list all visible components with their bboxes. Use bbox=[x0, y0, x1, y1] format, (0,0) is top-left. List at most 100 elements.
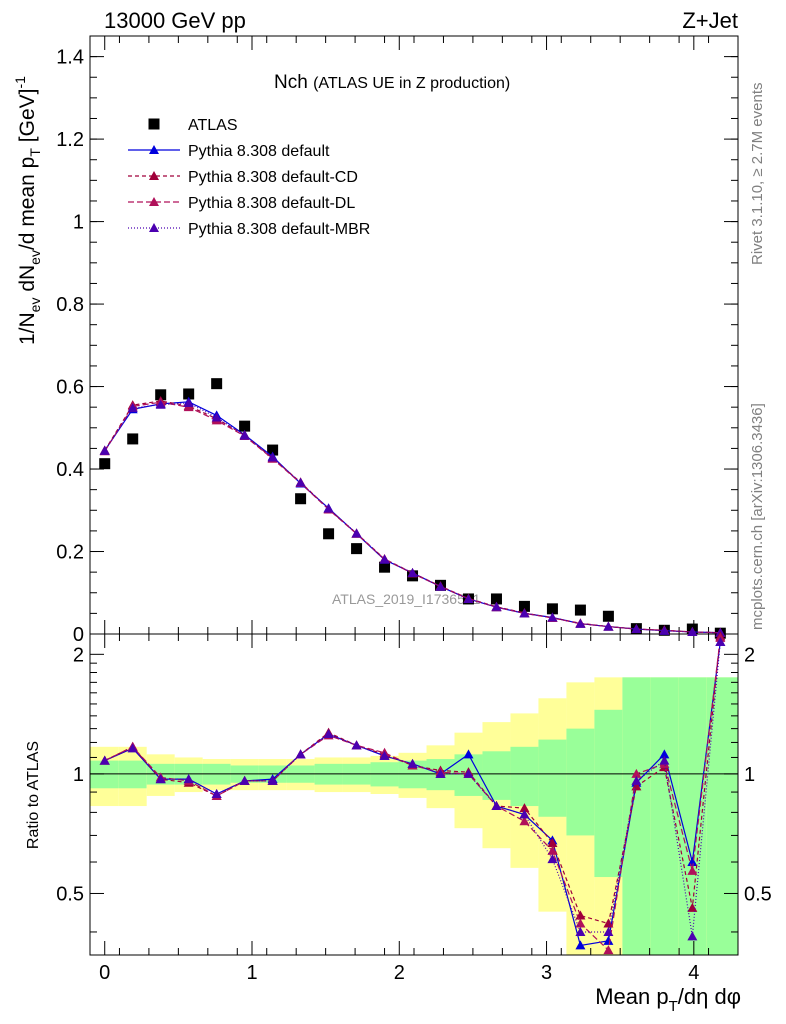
ratio-y-tick-label: 0.5 bbox=[56, 883, 84, 905]
y-tick-label: 1.4 bbox=[56, 47, 84, 69]
series-point bbox=[659, 625, 670, 635]
legend-item: ATLAS bbox=[148, 117, 238, 134]
legend-label: Pythia 8.308 default-CD bbox=[188, 169, 358, 186]
uncertainty-band-inner bbox=[538, 739, 567, 817]
legend-item: Pythia 8.308 default-CD bbox=[128, 169, 358, 186]
atlas-data-point bbox=[155, 389, 167, 401]
ratio-point bbox=[631, 768, 642, 778]
ratio-point bbox=[211, 788, 222, 798]
ratio-y-axis-label: Ratio to ATLAS bbox=[25, 741, 42, 849]
ratio-series-layer bbox=[99, 631, 726, 955]
ratio-point bbox=[267, 775, 278, 785]
rivet-label: Rivet 3.1.10, ≥ 2.7M events bbox=[749, 83, 766, 266]
atlas-data-point bbox=[379, 561, 391, 573]
uncertainty-band-inner bbox=[566, 728, 595, 836]
series-point bbox=[687, 626, 698, 636]
ratio-y-tick-label: 2 bbox=[73, 644, 84, 666]
atlas-data-point bbox=[518, 600, 530, 612]
plot-title: Nch (ATLAS UE in Z production) bbox=[274, 72, 510, 93]
ratio-point bbox=[239, 775, 250, 785]
atlas-data-point bbox=[295, 493, 307, 505]
ratio-point bbox=[659, 755, 670, 765]
y-tick-label: 0 bbox=[73, 624, 84, 646]
series-point bbox=[631, 624, 642, 634]
beam-label: 13000 GeV pp bbox=[104, 8, 246, 33]
ratio-point bbox=[575, 940, 586, 950]
ratio-point bbox=[379, 750, 390, 760]
ratio-point bbox=[547, 854, 558, 864]
analysis-watermark: ATLAS_2019_I1736531 bbox=[332, 591, 481, 607]
legend-marker bbox=[149, 171, 159, 180]
mcplots-label: mcplots.cern.ch [arXiv:1306.3436] bbox=[749, 403, 766, 630]
series-point bbox=[435, 581, 446, 591]
legend-marker bbox=[149, 223, 159, 232]
main-axis-ticks: 0 0.2 0.4 0.6 0.8 1 1.2 1.4 bbox=[56, 36, 739, 646]
series-point bbox=[267, 452, 278, 462]
ratio-point bbox=[715, 636, 726, 646]
legend-label: ATLAS bbox=[188, 117, 238, 134]
ratio-point bbox=[295, 749, 306, 759]
legend-marker bbox=[149, 145, 159, 154]
series-4 bbox=[99, 398, 726, 637]
series-point bbox=[183, 398, 194, 408]
series-point bbox=[295, 477, 306, 487]
ratio-point bbox=[603, 918, 614, 928]
atlas-data-point bbox=[127, 433, 139, 445]
ratio-y-tick-label-right: 2 bbox=[744, 644, 755, 666]
ratio-point bbox=[463, 768, 474, 778]
main-series-layer bbox=[99, 378, 726, 639]
process-label: Z+Jet bbox=[682, 8, 738, 33]
legend-marker bbox=[149, 197, 159, 206]
ratio-axis-ticks: 0 1 2 3 4 0.5 0.5 1 1 2 2 bbox=[56, 634, 772, 984]
atlas-data-point bbox=[211, 378, 223, 390]
ratio-point bbox=[687, 931, 698, 941]
ratio-point bbox=[463, 749, 474, 759]
series-point bbox=[239, 430, 250, 440]
series-point bbox=[407, 567, 418, 577]
ratio-point bbox=[435, 768, 446, 778]
series-point bbox=[519, 608, 530, 618]
legend-label: Pythia 8.308 default bbox=[188, 143, 330, 160]
ratio-point bbox=[155, 774, 166, 784]
atlas-data-point bbox=[351, 543, 363, 555]
ratio-point bbox=[323, 729, 334, 739]
y-tick-label: 1 bbox=[73, 212, 84, 234]
ratio-point bbox=[687, 865, 698, 875]
series-point bbox=[379, 554, 390, 564]
ratio-point bbox=[631, 775, 642, 785]
series-point bbox=[463, 593, 474, 603]
y-tick-label: 0.2 bbox=[56, 542, 84, 564]
ratio-series-3 bbox=[99, 636, 726, 941]
main-y-axis-label: 1/Nev dNev/d mean pT [GeV]-1 bbox=[12, 76, 43, 345]
uncertainty-band-inner bbox=[594, 709, 623, 878]
ratio-y-tick-label: 1 bbox=[73, 764, 84, 786]
legend-item: Pythia 8.308 default-DL bbox=[128, 195, 355, 212]
x-tick-label: 4 bbox=[688, 962, 699, 984]
ratio-point bbox=[659, 749, 670, 759]
ratio-point bbox=[687, 902, 698, 912]
legend-label: Pythia 8.308 default-MBR bbox=[188, 221, 370, 238]
atlas-data-point bbox=[183, 388, 195, 400]
ratio-point bbox=[519, 803, 530, 813]
atlas-data-point bbox=[490, 593, 502, 605]
ratio-point bbox=[547, 837, 558, 847]
ratio-point bbox=[547, 845, 558, 855]
ratio-point bbox=[603, 945, 614, 955]
ratio-point bbox=[603, 935, 614, 945]
ratio-point bbox=[519, 809, 530, 819]
ratio-point bbox=[99, 755, 110, 765]
atlas-data-point bbox=[99, 458, 111, 470]
ratio-point bbox=[687, 857, 698, 867]
series-point bbox=[547, 612, 558, 622]
x-axis-label: Mean pT/dη dφ bbox=[595, 984, 741, 1015]
x-tick-label: 0 bbox=[99, 962, 110, 984]
legend-label: Pythia 8.308 default-DL bbox=[188, 195, 355, 212]
ratio-bands bbox=[90, 677, 738, 955]
x-tick-label: 3 bbox=[541, 962, 552, 984]
ratio-point bbox=[351, 740, 362, 750]
uncertainty-band-inner bbox=[510, 746, 539, 807]
uncertainty-band-inner bbox=[482, 751, 511, 800]
x-tick-label: 1 bbox=[246, 962, 257, 984]
series-point bbox=[127, 402, 138, 412]
